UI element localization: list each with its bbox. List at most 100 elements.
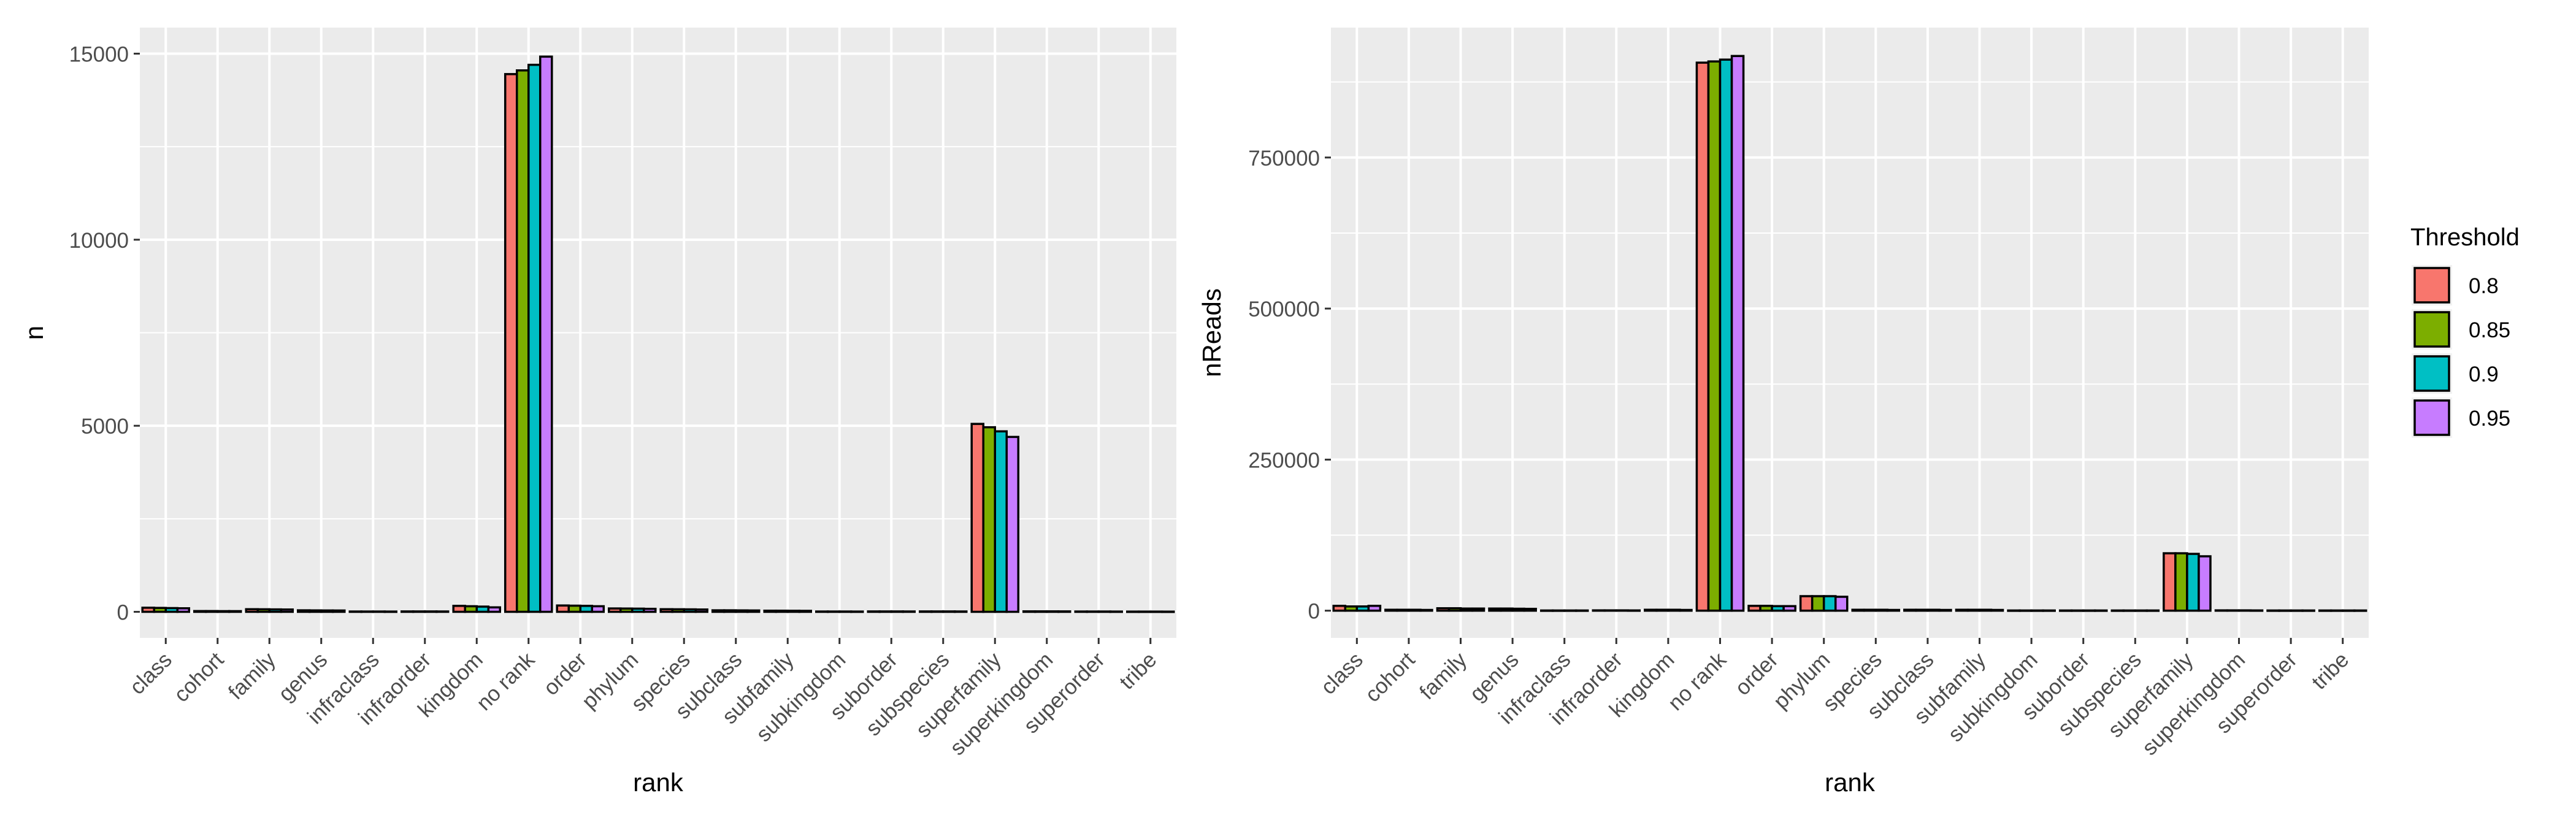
bar-family-0.8 xyxy=(245,608,259,613)
bar-genus-0.9 xyxy=(320,609,334,613)
legend: Threshold 0.8 0.85 0.9 0.95 xyxy=(2410,224,2520,438)
y-tick-label: 500000 xyxy=(1248,297,1320,321)
bar-subspecies-0.9 xyxy=(942,610,956,613)
y-tick-label: 0 xyxy=(117,601,129,625)
bar-superkingdom-0.9 xyxy=(2237,609,2252,612)
bar-infraclass-0.95 xyxy=(383,610,398,613)
bar-species-0.95 xyxy=(694,608,709,613)
bar-subkingdom-0.85 xyxy=(826,610,841,613)
bar-subfamily-0.95 xyxy=(798,610,813,613)
bar-no-rank-0.8 xyxy=(504,73,518,613)
bar-superorder-0.85 xyxy=(2278,609,2292,612)
bar-no-rank-0.95 xyxy=(539,55,553,613)
bar-suborder-0.8 xyxy=(2058,609,2073,612)
bar-infraorder-0.95 xyxy=(1627,609,1641,612)
bar-no-rank-0.95 xyxy=(1730,55,1745,612)
bar-no-rank-0.85 xyxy=(515,69,530,613)
legend-swatch-0.85 xyxy=(2413,311,2450,348)
bar-subclass-0.85 xyxy=(723,609,737,613)
bar-subspecies-0.85 xyxy=(2122,609,2137,612)
legend-label: 0.8 xyxy=(2469,274,2499,298)
bar-tribe-0.9 xyxy=(1149,610,1163,613)
y-tick-label: 5000 xyxy=(81,415,129,439)
bar-infraorder-0.85 xyxy=(1603,609,1618,612)
bar-suborder-0.9 xyxy=(2082,609,2096,612)
bar-family-0.85 xyxy=(256,608,270,613)
bar-order-0.9 xyxy=(1771,605,1785,612)
bar-class-0.95 xyxy=(1367,605,1382,612)
bar-kingdom-0.8 xyxy=(452,605,466,613)
bar-tribe-0.8 xyxy=(2318,609,2333,612)
y-tick-label: 0 xyxy=(1308,600,1320,624)
bar-kingdom-0.95 xyxy=(487,606,502,613)
bar-no-rank-0.9 xyxy=(527,63,542,613)
bar-order-0.8 xyxy=(556,604,570,613)
bar-superorder-0.95 xyxy=(2301,609,2315,612)
bar-subfamily-0.9 xyxy=(786,610,801,613)
bar-genus-0.85 xyxy=(308,609,323,613)
bar-family-0.8 xyxy=(1436,607,1451,612)
bar-subspecies-0.95 xyxy=(954,610,968,613)
bar-order-0.8 xyxy=(1747,605,1761,612)
bar-superkingdom-0.95 xyxy=(2249,609,2264,612)
y-tick-label: 750000 xyxy=(1248,147,1320,171)
bar-class-0.85 xyxy=(1344,605,1359,612)
bar-suborder-0.8 xyxy=(867,610,881,613)
x-axis-title: rank xyxy=(633,768,684,797)
bar-order-0.95 xyxy=(1782,605,1796,612)
bar-class-0.85 xyxy=(153,607,167,613)
bar-subspecies-0.95 xyxy=(2145,609,2160,612)
bar-phylum-0.9 xyxy=(631,607,645,613)
bar-class-0.95 xyxy=(176,607,191,613)
bar-infraorder-0.95 xyxy=(435,610,450,613)
bar-subkingdom-0.8 xyxy=(815,610,829,613)
bar-superkingdom-0.8 xyxy=(1022,610,1037,613)
bar-suborder-0.9 xyxy=(890,610,905,613)
bar-infraclass-0.9 xyxy=(372,610,386,613)
bar-superfamily-0.9 xyxy=(994,430,1008,613)
bar-subfamily-0.85 xyxy=(775,609,789,613)
legend-label: 0.85 xyxy=(2469,318,2510,342)
bar-phylum-0.95 xyxy=(643,607,657,613)
bar-superorder-0.8 xyxy=(2266,609,2280,612)
legend-swatch-0.9 xyxy=(2413,355,2450,392)
bar-order-0.95 xyxy=(591,605,605,613)
bar-species-0.85 xyxy=(671,608,686,613)
y-tick-label: 15000 xyxy=(69,42,129,66)
bar-phylum-0.85 xyxy=(1811,595,1825,612)
bar-class-0.9 xyxy=(1355,605,1370,612)
bar-superfamily-0.85 xyxy=(982,426,997,613)
bar-subkingdom-0.95 xyxy=(850,610,864,613)
bar-superfamily-0.9 xyxy=(2186,553,2200,612)
bar-genus-0.9 xyxy=(1511,607,1525,612)
bar-superfamily-0.95 xyxy=(1005,435,1020,613)
bar-superkingdom-0.95 xyxy=(1057,610,1071,613)
bar-subclass-0.8 xyxy=(711,609,726,613)
bar-superorder-0.8 xyxy=(1074,610,1088,613)
bar-genus-0.95 xyxy=(332,609,346,613)
bar-infraorder-0.85 xyxy=(412,610,426,613)
y-axis-title: nReads xyxy=(1197,288,1226,377)
bar-order-0.85 xyxy=(567,604,581,613)
bar-superfamily-0.85 xyxy=(2174,552,2188,612)
bar-superorder-0.9 xyxy=(1097,610,1112,613)
bar-subspecies-0.8 xyxy=(918,610,933,613)
bar-class-0.9 xyxy=(164,607,179,613)
bar-infraclass-0.8 xyxy=(1539,609,1554,612)
bar-phylum-0.8 xyxy=(607,607,622,613)
bar-no-rank-0.85 xyxy=(1707,60,1722,612)
legend-swatch-0.95 xyxy=(2413,399,2450,436)
bar-kingdom-0.85 xyxy=(464,605,478,613)
bar-tribe-0.95 xyxy=(1161,610,1175,613)
bar-superfamily-0.95 xyxy=(2198,555,2212,612)
bar-subkingdom-0.95 xyxy=(2042,609,2056,612)
legend-label: 0.9 xyxy=(2469,362,2499,386)
bar-superkingdom-0.85 xyxy=(1033,610,1048,613)
panel-background xyxy=(1331,28,2369,638)
bar-infraclass-0.9 xyxy=(1563,609,1577,612)
bar-superorder-0.95 xyxy=(1109,610,1124,613)
bar-class-0.8 xyxy=(1332,605,1347,612)
bar-phylum-0.9 xyxy=(1822,595,1837,612)
bar-superkingdom-0.9 xyxy=(1046,610,1060,613)
